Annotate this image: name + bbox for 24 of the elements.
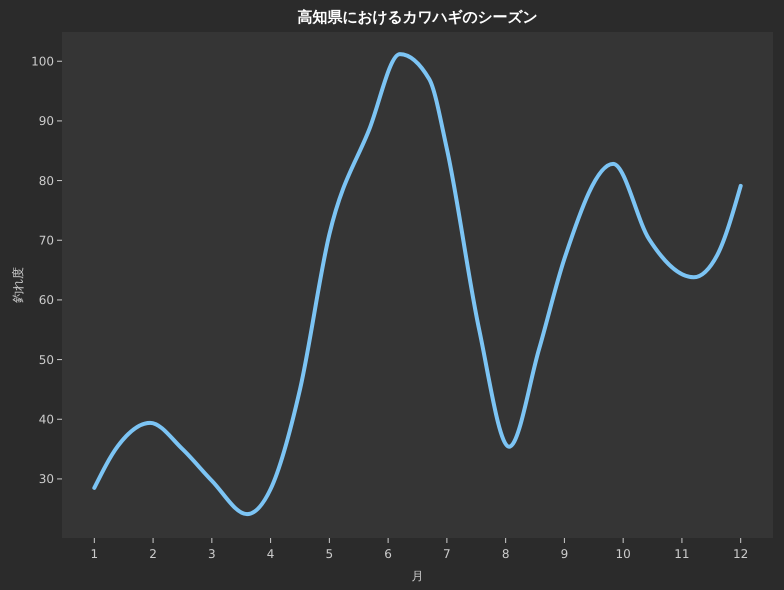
x-tick-label: 5 bbox=[326, 547, 334, 561]
x-tick-label: 6 bbox=[384, 547, 392, 561]
chart-title: 高知県におけるカワハギのシーズン bbox=[298, 8, 538, 26]
x-tick-label: 8 bbox=[502, 547, 510, 561]
x-tick-label: 2 bbox=[149, 547, 157, 561]
y-tick-label: 60 bbox=[38, 293, 54, 308]
y-tick-label: 80 bbox=[38, 174, 54, 188]
x-tick-label: 4 bbox=[266, 547, 274, 561]
y-tick-label: 50 bbox=[38, 352, 54, 367]
x-axis-title: 月 bbox=[412, 569, 424, 583]
x-tick-label: 12 bbox=[733, 547, 748, 561]
y-axis-title: 釣れ度 bbox=[11, 267, 25, 303]
y-tick-label: 100 bbox=[31, 54, 54, 68]
y-tick-label: 70 bbox=[38, 233, 54, 248]
line-series bbox=[92, 52, 743, 516]
y-tick-label: 90 bbox=[38, 114, 54, 128]
x-tick-label: 10 bbox=[616, 547, 631, 561]
x-tick-label: 7 bbox=[443, 547, 451, 561]
x-tick-label: 1 bbox=[90, 547, 98, 561]
x-tick-label: 3 bbox=[208, 547, 216, 561]
y-tick-label: 40 bbox=[38, 412, 54, 426]
x-tick-label: 11 bbox=[674, 547, 690, 561]
y-tick-label: 30 bbox=[38, 472, 54, 486]
x-tick-label: 9 bbox=[560, 547, 568, 561]
